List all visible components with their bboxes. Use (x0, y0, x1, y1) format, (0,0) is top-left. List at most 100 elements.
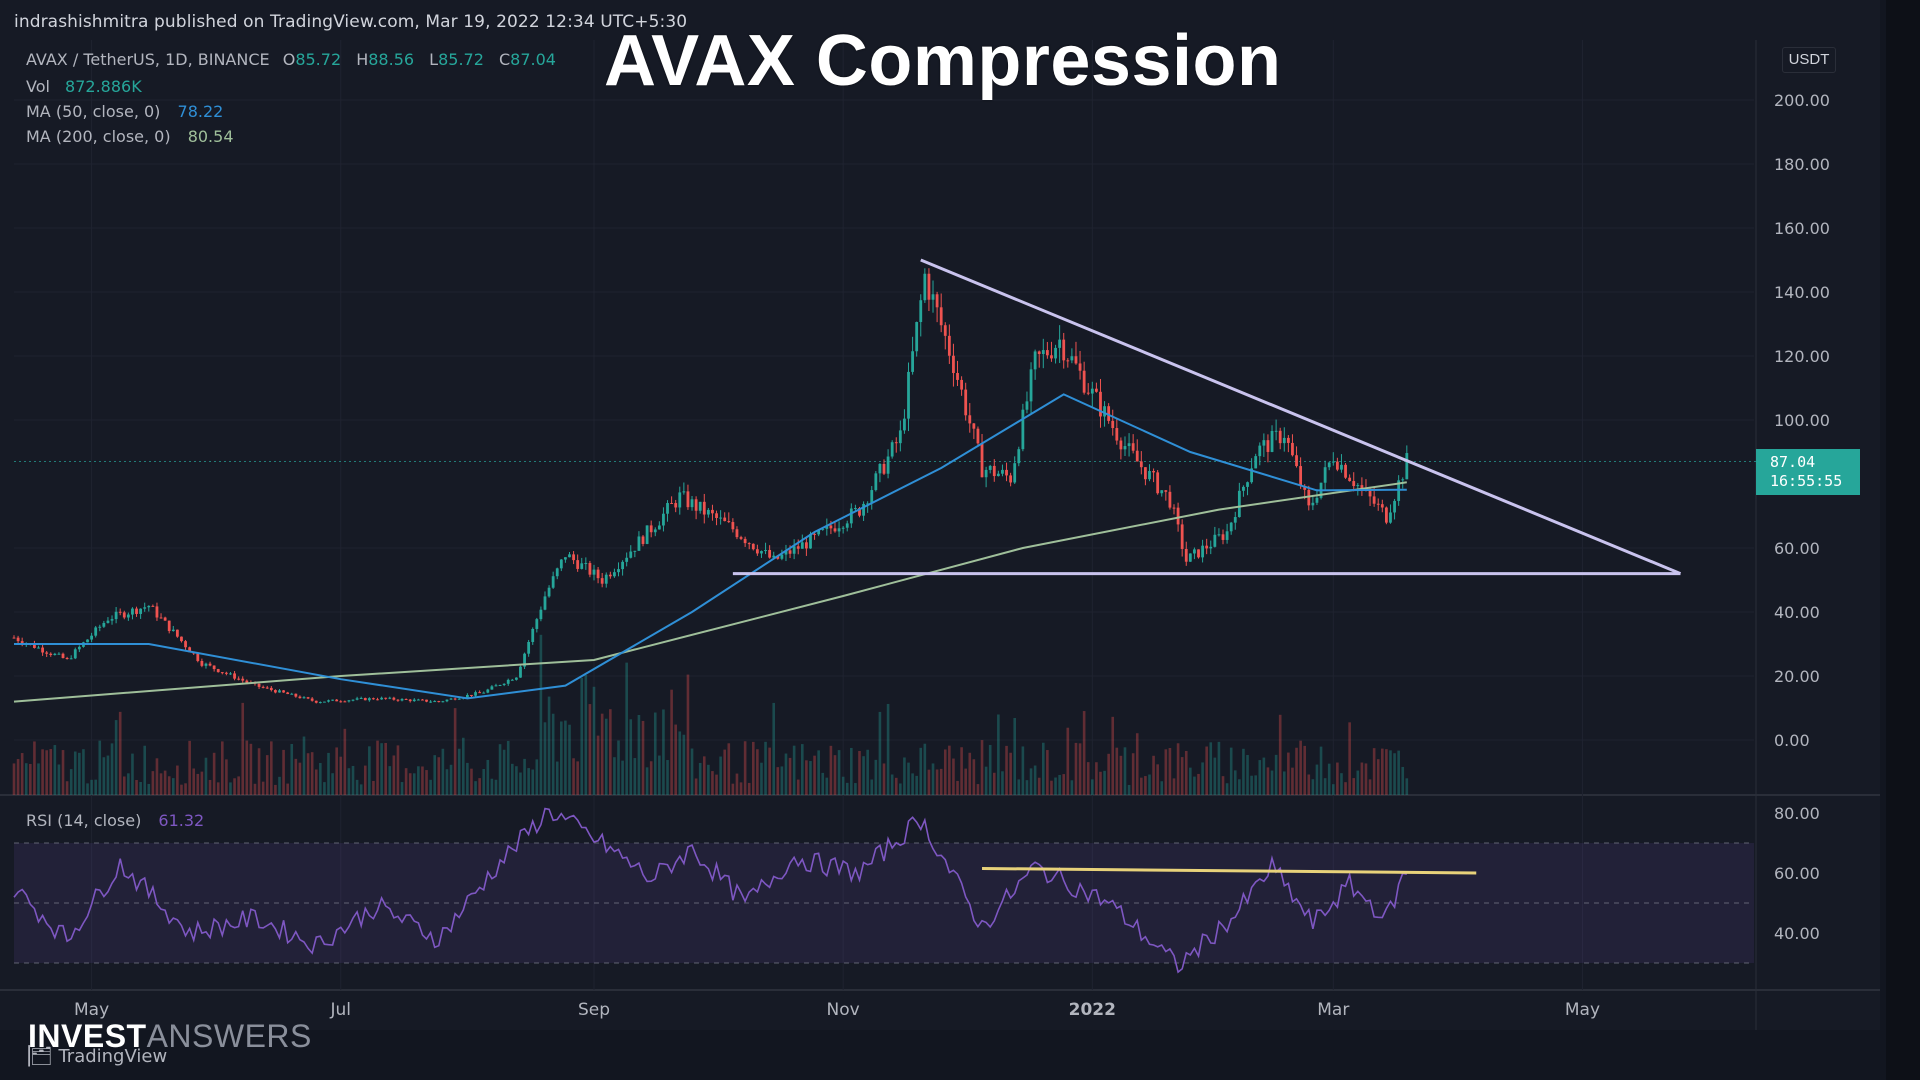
volume-bar (16, 759, 20, 795)
time-tick-label: Mar (1317, 1000, 1349, 1020)
volume-bar (245, 740, 249, 795)
volume-bar (1070, 780, 1074, 795)
candle-body (698, 501, 702, 511)
candle-body (772, 555, 776, 558)
candle-body (1144, 467, 1147, 480)
time-tick-label: Sep (578, 1000, 610, 1020)
candle-body (1050, 355, 1053, 359)
candle-body (404, 698, 408, 700)
candle-body (898, 430, 902, 444)
volume-bar (1176, 743, 1180, 795)
candle-body (163, 617, 167, 621)
volume-bar (376, 740, 379, 795)
candle-body (441, 701, 445, 703)
volume-bar (1323, 778, 1327, 795)
tradingview-brand-label: TradingView (58, 1046, 168, 1067)
volume-bar (841, 776, 845, 795)
candle-body (102, 622, 106, 627)
volume-bar (339, 756, 343, 795)
candle-body (306, 697, 310, 699)
candle-body (110, 619, 114, 621)
volume-bar (159, 773, 163, 795)
candle-body (890, 442, 894, 457)
volume-bar (408, 773, 412, 795)
candle-body (641, 536, 645, 544)
time-tick-label: Jul (330, 1000, 352, 1020)
volume-bar (90, 779, 93, 795)
candle-body (421, 699, 424, 701)
candle-body (1270, 430, 1274, 452)
volume-bar (976, 784, 980, 795)
volume-bar (502, 749, 506, 795)
volume-bar (988, 744, 992, 795)
candle-body (1139, 461, 1143, 468)
volume-bar (372, 780, 375, 795)
volume-bar (1189, 767, 1192, 795)
candle-body (1078, 363, 1082, 371)
volume-bar (139, 782, 142, 795)
candle-body (1405, 453, 1409, 480)
volume-bar (233, 778, 236, 795)
volume-bar (433, 755, 437, 795)
price-pane-bg (14, 40, 1754, 795)
volume-bar (457, 748, 461, 795)
candle-body (543, 596, 547, 610)
volume-bar (1233, 770, 1237, 795)
legend-ma200-row[interactable]: MA (200, close, 0) 80.54 (26, 127, 234, 146)
candle-body (1303, 486, 1307, 490)
candle-body (90, 635, 94, 640)
candle-body (274, 690, 277, 693)
legend-volume-row[interactable]: Vol 872.886K (26, 77, 142, 96)
candle-body (1237, 490, 1241, 518)
candle-body (645, 525, 649, 544)
volume-bar (592, 686, 596, 795)
candle-body (862, 503, 865, 516)
candle-body (1148, 471, 1151, 480)
candle-body (576, 560, 580, 569)
candle-body (711, 509, 714, 514)
volume-bar (1213, 757, 1217, 795)
volume-bar (1291, 767, 1294, 795)
volume-bar (833, 755, 837, 795)
legend-symbol[interactable]: AVAX / TetherUS, 1D, BINANCE (26, 50, 270, 69)
volume-bar (943, 749, 947, 795)
candle-body (633, 550, 637, 552)
volume-bar (854, 783, 857, 795)
candle-body (180, 636, 183, 642)
candle-body (1274, 430, 1278, 432)
rsi-trendline (982, 867, 1477, 875)
candle-body (939, 307, 943, 326)
volume-bar (65, 781, 69, 795)
volume-bar (122, 776, 126, 795)
candle-body (800, 542, 804, 549)
volume-bar (1107, 753, 1110, 795)
candle-body (12, 637, 16, 639)
volume-bar (515, 766, 518, 795)
legend-vol: 872.886K (65, 77, 142, 96)
volume-bar (1352, 778, 1356, 795)
volume-bar (821, 772, 825, 795)
candle-body (1127, 443, 1131, 447)
candle-body (1209, 546, 1213, 549)
volume-bar (470, 768, 473, 795)
volume-bar (147, 783, 151, 795)
candle-body (666, 503, 669, 514)
legend-ma50-row[interactable]: MA (50, close, 0) 78.22 (26, 102, 223, 121)
volume-bar (866, 749, 869, 795)
candle-body (41, 647, 44, 653)
volume-bar (915, 775, 918, 795)
currency-button[interactable]: USDT (1782, 47, 1836, 73)
candle-body (465, 694, 469, 698)
volume-bar (939, 768, 943, 795)
candle-body (486, 689, 490, 693)
volume-bar (53, 745, 57, 795)
price-chart[interactable]: May Jul Sep Nov 2022 Mar May 200.00 180.00 160.00… (0, 0, 1880, 1030)
volume-bar (662, 709, 665, 795)
legend-rsi-row[interactable]: RSI (14, close) 61.32 (26, 811, 204, 830)
volume-bar (764, 741, 767, 795)
volume-bar (596, 735, 600, 795)
candle-body (1107, 406, 1111, 421)
candle-body (429, 701, 433, 703)
volume-bar (1054, 777, 1057, 795)
time-tick-label: May (1565, 1000, 1600, 1020)
